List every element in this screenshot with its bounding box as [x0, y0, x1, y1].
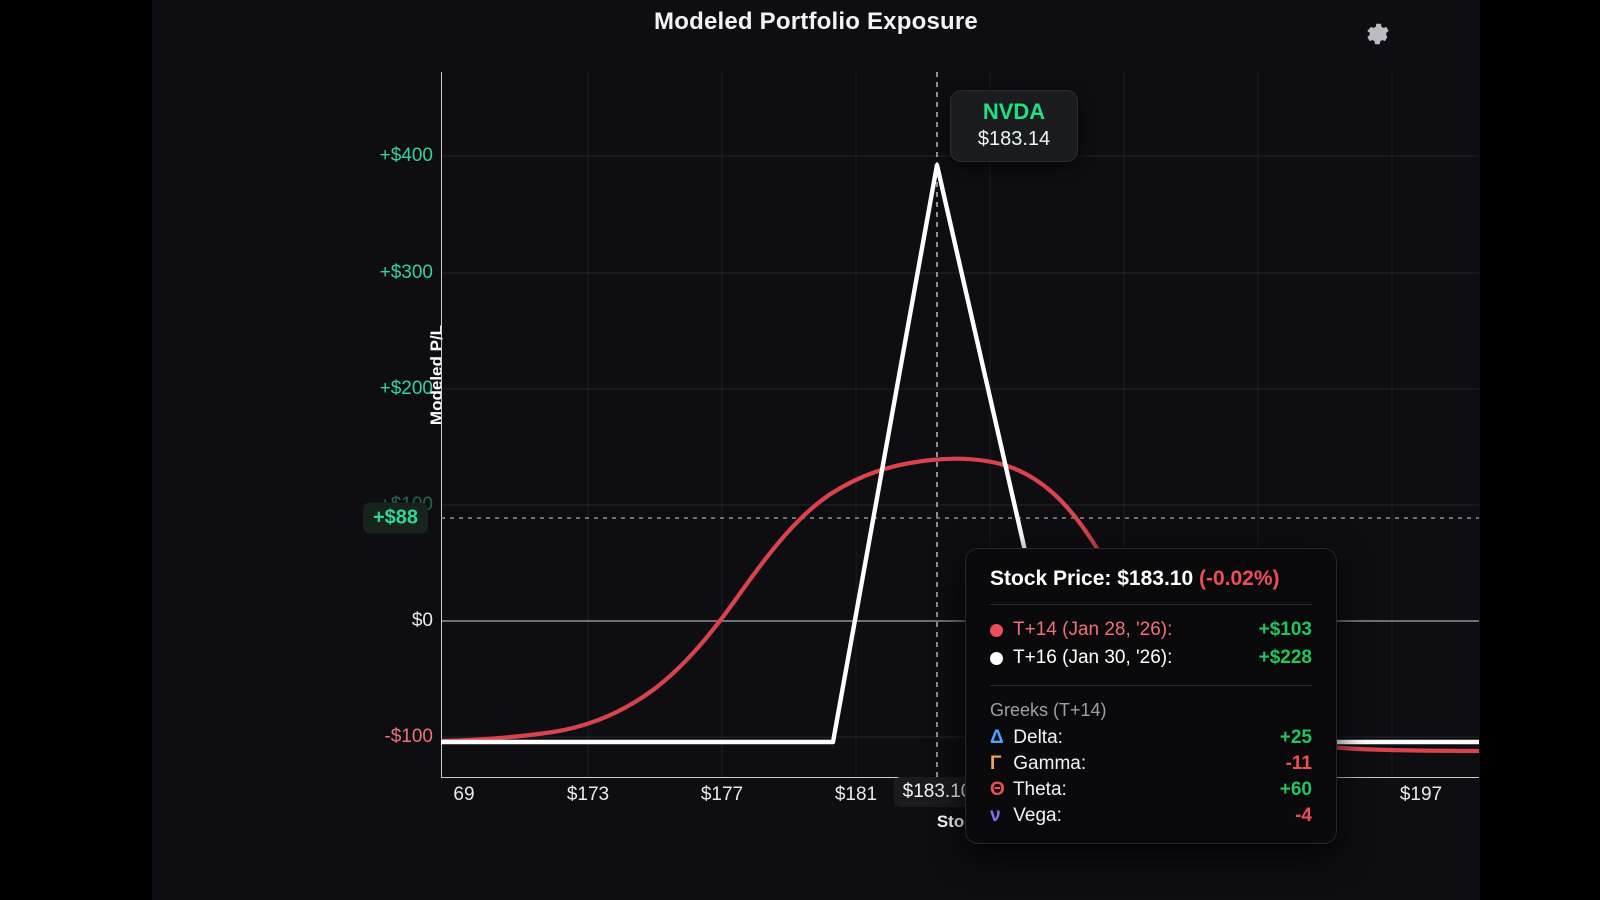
page-title: Modeled Portfolio Exposure: [654, 8, 978, 35]
tooltip-series-row: T+16 (Jan 30, '26): +$228: [990, 644, 1312, 672]
greek-label-gamma: Gamma:: [1013, 753, 1087, 774]
greek-value-theta: +60: [1279, 779, 1312, 800]
series-dot-t14: [990, 623, 1003, 637]
x-tick-label: $173: [566, 784, 610, 805]
theta-symbol-icon: Θ: [990, 779, 1005, 800]
y-tick-label: $0: [411, 610, 433, 631]
greek-row-gamma: Γ Gamma: -11: [990, 751, 1312, 777]
greek-row-theta: Θ Theta: +60: [990, 777, 1312, 803]
y-tick-label: +$200: [379, 378, 433, 399]
series-value-t14: +$103: [1258, 619, 1312, 640]
tooltip-price-value: $183.10: [1117, 567, 1194, 590]
chart-tooltip: Stock Price: $183.10 (-0.02%) T+14 (Jan …: [965, 548, 1337, 844]
x-tick-label: $177: [700, 784, 744, 805]
series-dot-t16: [990, 651, 1003, 665]
settings-button[interactable]: [1358, 14, 1398, 54]
greek-row-vega: ν Vega: -4: [990, 803, 1312, 829]
y-tick-label: +$400: [379, 145, 433, 166]
y-tick-label: +$300: [379, 262, 433, 283]
tooltip-series-row: T+14 (Jan 28, '26): +$103: [990, 616, 1312, 644]
y-tick-label: -$100: [384, 726, 433, 747]
chart-panel: Modeled Portfolio Exposure Modeled P/L S…: [152, 0, 1480, 900]
hover-ticker-symbol: NVDA: [982, 99, 1046, 124]
tooltip-header: Stock Price: $183.10 (-0.02%): [990, 567, 1312, 591]
delta-symbol-icon: Δ: [990, 727, 1004, 748]
greek-label-delta: Delta:: [1013, 727, 1063, 748]
hover-ticker-chip: NVDA $183.14: [950, 90, 1078, 162]
vega-symbol-icon: ν: [990, 805, 1001, 826]
greek-label-vega: Vega:: [1013, 805, 1062, 826]
greek-value-gamma: -11: [1285, 753, 1312, 774]
greek-row-delta: Δ Delta: +25: [990, 725, 1312, 751]
tooltip-divider: [990, 604, 1312, 605]
tooltip-price-label: Stock Price:: [990, 567, 1112, 590]
x-tick-label: $181: [834, 784, 878, 805]
greek-value-vega: -4: [1295, 805, 1312, 826]
greek-label-theta: Theta:: [1012, 779, 1067, 800]
series-value-t16: +$228: [1258, 647, 1312, 668]
greeks-section-title: Greeks (T+14): [990, 700, 1107, 720]
y-crosshair-badge: +$88: [363, 502, 429, 534]
gear-icon: [1367, 23, 1389, 45]
series-label-t14: T+14 (Jan 28, '26):: [1013, 619, 1173, 640]
x-tick-label: 69: [453, 784, 475, 805]
series-label-t16: T+16 (Jan 30, '26):: [1013, 647, 1173, 668]
gamma-symbol-icon: Γ: [990, 753, 1002, 774]
tooltip-price-change: (-0.02%): [1199, 567, 1280, 590]
hover-ticker-price: $183.14: [977, 127, 1051, 150]
tooltip-divider: [990, 685, 1312, 686]
x-tick-label: $197: [1399, 784, 1443, 805]
greek-value-delta: +25: [1279, 727, 1312, 748]
